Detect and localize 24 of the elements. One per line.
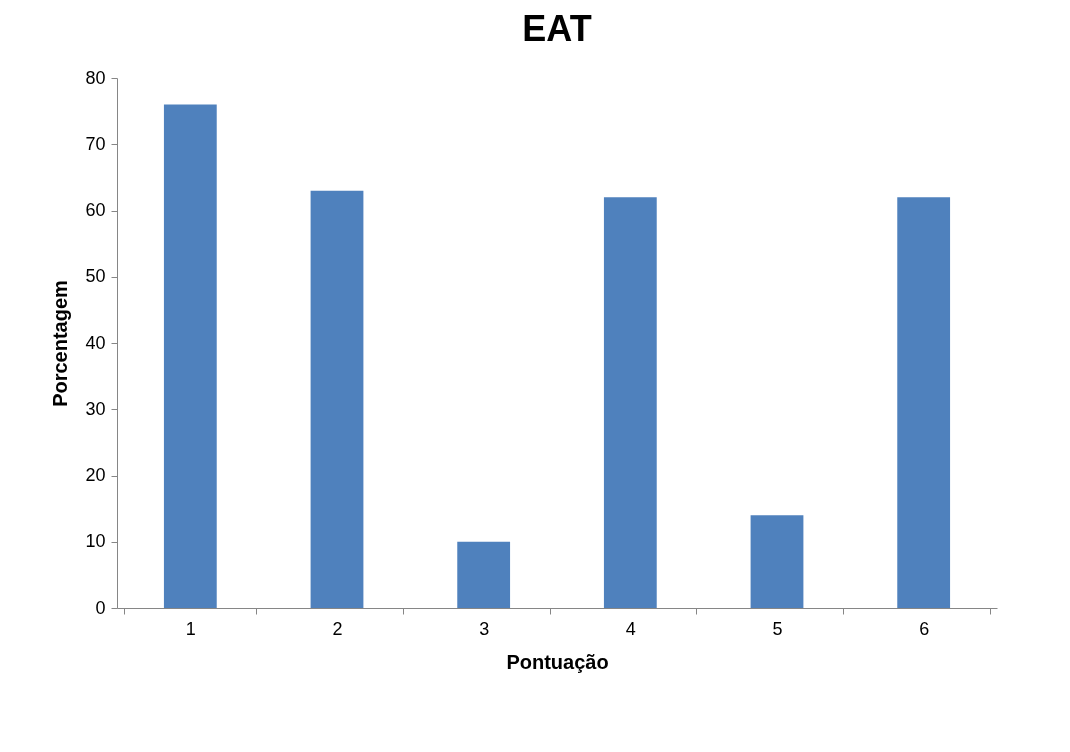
x-tick-label: 6 bbox=[919, 618, 930, 639]
y-tick-label: 40 bbox=[85, 332, 106, 353]
bar bbox=[750, 515, 804, 608]
bar bbox=[310, 190, 364, 608]
bar bbox=[897, 197, 951, 608]
bar bbox=[457, 541, 511, 608]
y-tick-label: 30 bbox=[85, 398, 106, 419]
x-tick-label: 5 bbox=[772, 618, 783, 639]
y-axis-title: Porcentagem bbox=[49, 280, 72, 407]
x-axis-title: Pontuação bbox=[506, 650, 609, 673]
x-tick-label: 1 bbox=[185, 618, 196, 639]
y-tick-label: 80 bbox=[85, 67, 106, 88]
y-tick-label: 70 bbox=[85, 133, 106, 154]
x-tick-label: 3 bbox=[479, 618, 490, 639]
y-tick-label: 0 bbox=[95, 597, 106, 618]
y-tick-label: 60 bbox=[85, 200, 106, 220]
y-tick-label: 10 bbox=[85, 531, 106, 552]
x-tick-label: 4 bbox=[625, 618, 636, 639]
bar bbox=[603, 197, 657, 608]
bar bbox=[163, 104, 217, 608]
y-tick-label: 50 bbox=[85, 266, 106, 287]
chart-title: EAT bbox=[522, 8, 592, 49]
x-tick-label: 2 bbox=[332, 618, 343, 639]
y-tick-label: 20 bbox=[85, 465, 106, 485]
